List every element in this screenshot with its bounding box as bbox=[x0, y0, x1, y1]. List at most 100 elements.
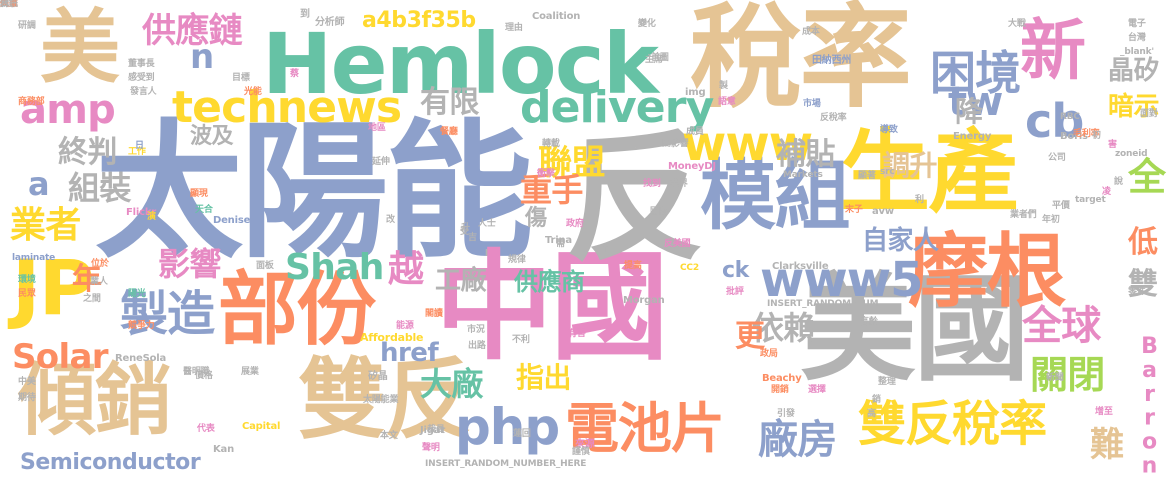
cloud-word: 利 bbox=[915, 195, 924, 205]
cloud-word: 謹慎 bbox=[572, 447, 590, 457]
cloud-word: Denise bbox=[213, 215, 251, 226]
cloud-word: 模組 bbox=[700, 151, 850, 240]
cloud-word: 低 bbox=[1128, 225, 1158, 260]
cloud-word: 公司 bbox=[1048, 153, 1066, 163]
cloud-word: 高齡 bbox=[860, 317, 878, 327]
cloud-word: 演 bbox=[147, 212, 156, 222]
cloud-word: 關閉 bbox=[1030, 353, 1105, 397]
cloud-word: 電子 bbox=[1128, 19, 1146, 29]
cloud-word: 波及 bbox=[190, 124, 234, 149]
cloud-word: INSERT_RANDOM_NUMBER_HERE bbox=[425, 459, 587, 469]
cloud-word: 指出 bbox=[516, 361, 571, 394]
cloud-word: zoneid bbox=[1115, 149, 1148, 159]
cloud-word: 新聞 bbox=[1046, 373, 1064, 383]
cloud-word: a bbox=[28, 165, 50, 203]
cloud-word: 雙 bbox=[1128, 267, 1158, 302]
cloud-word: 業者 bbox=[10, 205, 81, 246]
cloud-word: 主席 bbox=[645, 55, 663, 65]
cloud-word: 人士 bbox=[478, 219, 496, 229]
cloud-word: Jigar bbox=[420, 425, 445, 436]
cloud-word: 改 bbox=[386, 215, 395, 225]
cloud-word: 美國 bbox=[800, 262, 1030, 397]
cloud-word: 研調 bbox=[18, 21, 36, 31]
cloud-word: 政府 bbox=[566, 219, 584, 229]
cloud-word: 大廠 bbox=[420, 365, 483, 403]
cloud-word: INSERT_RANDOM_NUM bbox=[767, 299, 879, 309]
cloud-word: 太陽能 bbox=[95, 106, 533, 278]
cloud-word: 發言人 bbox=[130, 87, 157, 97]
cloud-word: Beachy bbox=[762, 373, 802, 384]
cloud-word: RBC bbox=[1060, 112, 1080, 122]
cloud-word: 地區 bbox=[368, 123, 386, 133]
cloud-word: 期待 bbox=[18, 393, 36, 403]
cloud-word: avw bbox=[872, 206, 894, 217]
cloud-word: 規律 bbox=[508, 255, 526, 265]
cloud-word: 閣讀 bbox=[425, 309, 443, 319]
cloud-word: Barron bbox=[1137, 334, 1162, 478]
cloud-word: 反 bbox=[565, 118, 705, 281]
cloud-word: 製 bbox=[719, 81, 728, 91]
cloud-word: 田納西州 bbox=[812, 55, 852, 66]
cloud-word: 市況 bbox=[467, 325, 485, 335]
cloud-word: 衝擊 bbox=[537, 169, 555, 179]
cloud-word: 開銷 bbox=[771, 385, 789, 395]
cloud-word: 閣影響 bbox=[662, 139, 689, 149]
cloud-word: 醫明職 bbox=[183, 367, 210, 377]
cloud-word: 供應鏈 bbox=[142, 11, 243, 51]
cloud-word: Markets bbox=[783, 170, 823, 180]
cloud-word: 市場 bbox=[803, 99, 821, 109]
cloud-word: 引發 bbox=[777, 409, 795, 419]
cloud-word: 電池片 bbox=[565, 397, 725, 460]
cloud-word: Shah bbox=[285, 247, 384, 288]
cloud-word: Semiconductor bbox=[20, 450, 201, 475]
cloud-word: 中美 bbox=[18, 377, 36, 387]
cloud-word: 蓮回 bbox=[513, 429, 531, 439]
cloud-word: 光能 bbox=[244, 87, 262, 97]
cloud-word: 美 bbox=[40, 1, 120, 94]
cloud-word: 末子 bbox=[845, 205, 863, 215]
cloud-word: 找到 bbox=[643, 179, 661, 189]
cloud-word: 失業 bbox=[0, 0, 18, 9]
cloud-word: 整理 bbox=[878, 377, 896, 387]
cloud-word: 轉載 bbox=[542, 139, 560, 149]
cloud-word: 商務部 bbox=[18, 97, 45, 107]
cloud-word: 聲明 bbox=[422, 443, 440, 453]
cloud-word: Solar bbox=[12, 337, 108, 377]
cloud-word: 增至 bbox=[1095, 407, 1113, 417]
cloud-word: 初 bbox=[1092, 131, 1101, 141]
cloud-word: 年初 bbox=[1042, 215, 1060, 225]
cloud-word: php bbox=[455, 398, 560, 456]
cloud-word: 展業 bbox=[241, 367, 259, 377]
cloud-word: 蔡 bbox=[290, 69, 299, 79]
cloud-word: 陽光 bbox=[128, 289, 146, 299]
cloud-word: 能源 bbox=[396, 321, 414, 331]
cloud-word: 年 bbox=[72, 262, 102, 297]
cloud-word: 批評 bbox=[726, 287, 744, 297]
cloud-word: ReneSola bbox=[115, 353, 167, 364]
cloud-word: 困境 bbox=[930, 46, 1021, 100]
cloud-word: 董事長 bbox=[128, 59, 155, 69]
cloud-word: href bbox=[380, 338, 439, 368]
cloud-word: src bbox=[880, 167, 895, 177]
cloud-word: 新 bbox=[1020, 12, 1086, 89]
cloud-word: 導致 bbox=[880, 125, 898, 135]
cloud-word: 自家人 bbox=[862, 226, 939, 256]
cloud-word: 聯盟 bbox=[538, 143, 605, 183]
cloud-word: 天合 bbox=[195, 205, 213, 215]
cloud-word: 摩根 bbox=[908, 225, 1066, 318]
cloud-word: 餐廳 bbox=[440, 127, 458, 137]
cloud-word: 有害 bbox=[568, 329, 586, 339]
cloud-word: img bbox=[685, 87, 706, 98]
cloud-word: 傷 bbox=[525, 206, 547, 231]
cloud-word: 雙反稅率 bbox=[858, 396, 1047, 452]
cloud-word: 中國 bbox=[435, 238, 669, 376]
cloud-word: 工廠 bbox=[435, 266, 486, 296]
cloud-word: 大戰 bbox=[1008, 19, 1026, 29]
cloud-word: _blank' bbox=[1120, 47, 1154, 57]
cloud-word: 目標 bbox=[232, 73, 250, 83]
cloud-word: www bbox=[682, 116, 813, 172]
cloud-word: 影響 bbox=[158, 245, 221, 283]
cloud-word: 變化 bbox=[638, 19, 656, 29]
cloud-word: ck bbox=[722, 258, 749, 283]
cloud-word: 廠房 bbox=[758, 417, 837, 463]
